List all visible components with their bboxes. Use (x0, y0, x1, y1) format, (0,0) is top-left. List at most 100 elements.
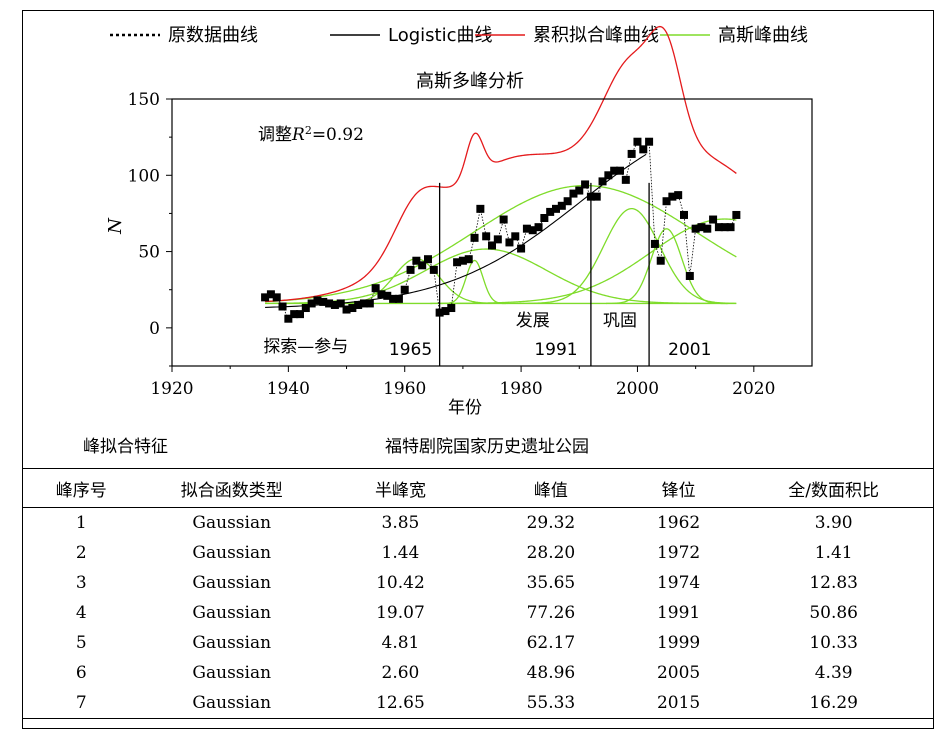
stage-label: 2001 (668, 340, 711, 360)
data-point (505, 238, 514, 247)
data-point (720, 223, 729, 232)
data-point (464, 255, 473, 264)
table-row: 5 Gaussian 4.81 62.17 1999 10.33 (22, 628, 934, 658)
table-cell: 3.90 (814, 513, 853, 533)
table-cell: 5 (75, 633, 87, 653)
data-point (266, 290, 275, 299)
table-row: 2 Gaussian 1.44 28.20 1972 1.41 (22, 538, 934, 568)
data-point (348, 304, 357, 313)
table-cell: 4.39 (814, 663, 853, 683)
stage-label: 1991 (534, 340, 577, 360)
peak-fit-table: 峰序号 拟合函数类型 半峰宽 峰值 锋位 全/数面积比 1 Gaussian 3.8… (22, 468, 934, 719)
data-point (272, 293, 281, 302)
col-fit-function: 拟合函数类型 (140, 468, 323, 508)
raw-data-line (264, 140, 737, 320)
data-point (307, 299, 316, 308)
data-point (639, 145, 648, 154)
peak-analysis-chart: 原数据曲线 Logistic曲线 累积拟合峰曲线 高斯峰曲线 高斯多峰分析 探索—参与… (105, 25, 813, 418)
table-cell: 1972 (656, 543, 701, 563)
table-cell: 7 (22, 688, 141, 719)
gaussian-peak-curve (519, 207, 737, 305)
data-point (709, 215, 718, 224)
data-point (627, 149, 636, 158)
data-point (592, 192, 601, 201)
data-point (575, 186, 584, 195)
data-point (284, 314, 293, 323)
park-name-title: 福特剧院国家历史遗址公园 (385, 437, 589, 457)
table-cell: Gaussian (140, 688, 323, 719)
col-peak-position: 锋位 (623, 468, 734, 508)
y-tick-label: 50 (138, 243, 160, 263)
table-cell: 6 (75, 663, 87, 683)
legend-label: 高斯峰曲线 (718, 25, 808, 46)
table-cell: Gaussian (192, 543, 272, 563)
data-point (400, 285, 409, 294)
data-point (330, 300, 339, 309)
data-point (447, 304, 456, 313)
table-cell: 2015 (623, 688, 734, 719)
axes: 1920 1940 1960 1980 2000 2020 0 50 100 150 (128, 90, 813, 399)
data-point (668, 192, 677, 201)
table-cell: Gaussian (192, 663, 272, 683)
data-point (418, 261, 427, 270)
table-cell: Gaussian (192, 603, 272, 623)
table-header-row: 峰序号 拟合函数类型 半峰宽 峰值 锋位 全/数面积比 (22, 468, 934, 508)
data-point (685, 271, 694, 280)
table-cell: 1.44 (381, 543, 420, 563)
x-tick-label: 2020 (732, 379, 775, 399)
data-point (714, 223, 723, 232)
gaussian-peak-curve (441, 259, 508, 305)
col-peak-index: 峰序号 (22, 468, 141, 508)
col-peak-value: 峰值 (477, 468, 624, 508)
gaussian-peak-curve (430, 218, 737, 305)
table-row: 7 Gaussian 12.65 55.33 2015 16.29 (22, 688, 934, 719)
data-point (453, 258, 462, 267)
data-point (278, 302, 287, 311)
table-cell: Gaussian (192, 633, 272, 653)
col-area-ratio: 全/数面积比 (733, 468, 934, 508)
legend-label: Logistic曲线 (388, 25, 492, 46)
data-point (441, 307, 450, 316)
table-row: 6 Gaussian 2.60 48.96 2005 4.39 (22, 658, 934, 688)
data-point (290, 310, 299, 319)
table-cell: 29.32 (526, 513, 576, 533)
data-point (458, 256, 467, 265)
table-row: 1 Gaussian 3.85 29.32 1962 3.90 (22, 508, 934, 539)
data-point (552, 204, 560, 213)
data-point (424, 255, 432, 264)
data-point (377, 290, 386, 299)
logistic-curve (265, 153, 647, 308)
data-point (540, 214, 549, 223)
table-cell: 19.07 (376, 603, 425, 623)
data-point (563, 197, 572, 206)
chart-legend: 原数据曲线 Logistic曲线 累积拟合峰曲线 高斯峰曲线 (110, 25, 808, 46)
data-point (522, 224, 531, 233)
data-point (610, 166, 619, 175)
cumulative-fit-curve (265, 25, 737, 303)
table-cell: 2005 (656, 663, 701, 683)
table-cell: 10.42 (376, 573, 425, 593)
data-point (703, 224, 712, 233)
data-point (732, 210, 741, 219)
data-point (511, 232, 520, 241)
data-point (697, 223, 706, 232)
table-cell: 1974 (656, 573, 701, 593)
x-tick-label: 1940 (267, 379, 310, 399)
figure-frame (22, 10, 934, 729)
table-cell: 28.20 (526, 543, 576, 563)
adjusted-r2-annotation: 调整R2=0.92 (258, 124, 364, 146)
data-point (412, 256, 421, 265)
data-point (680, 210, 688, 219)
y-tick-label: 100 (128, 166, 160, 186)
x-axis-label: 年份 (448, 398, 482, 418)
data-point (389, 294, 398, 303)
data-point (301, 304, 310, 313)
stage-label: 巩固 (603, 311, 637, 331)
x-tick-label: 1980 (499, 379, 542, 399)
data-point (650, 239, 659, 248)
data-point (557, 201, 566, 210)
data-point (336, 299, 345, 308)
legend-label: 累积拟合峰曲线 (533, 25, 659, 46)
table-cell: 50.86 (809, 603, 858, 623)
table-cell: 4.81 (381, 633, 420, 653)
